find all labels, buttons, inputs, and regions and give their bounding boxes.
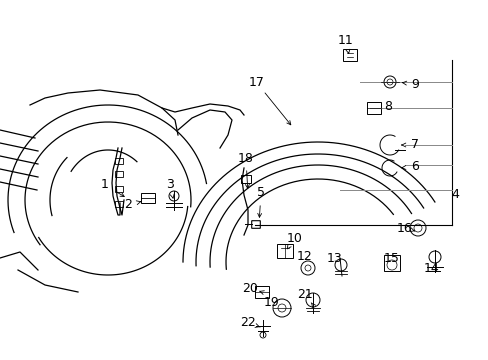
Text: 19: 19: [264, 297, 279, 310]
Text: 8: 8: [383, 100, 391, 113]
Text: 6: 6: [410, 161, 418, 174]
Text: 14: 14: [423, 261, 439, 274]
Text: 9: 9: [410, 77, 418, 90]
Text: 20: 20: [242, 282, 257, 294]
Text: 12: 12: [297, 251, 312, 264]
Text: 4: 4: [450, 189, 458, 202]
Text: 17: 17: [248, 77, 264, 90]
Text: 11: 11: [337, 33, 353, 46]
Text: 18: 18: [238, 152, 253, 165]
Text: 16: 16: [396, 221, 412, 234]
Text: 22: 22: [240, 316, 255, 329]
Text: 5: 5: [257, 186, 264, 199]
Text: 21: 21: [297, 288, 312, 302]
Text: 3: 3: [166, 179, 174, 192]
Text: 7: 7: [410, 139, 418, 152]
Text: 1: 1: [101, 179, 109, 192]
Text: 13: 13: [326, 252, 342, 265]
Text: 15: 15: [383, 252, 399, 265]
Text: 2: 2: [124, 198, 132, 211]
Text: 10: 10: [286, 231, 303, 244]
